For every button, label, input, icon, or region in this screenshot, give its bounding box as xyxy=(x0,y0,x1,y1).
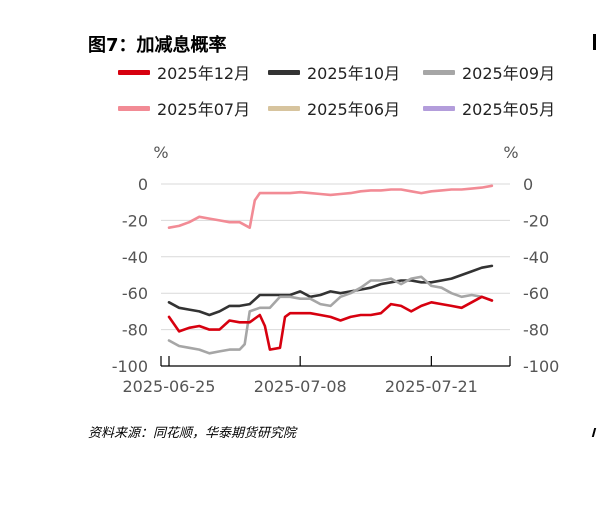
x-tick-label: 2025-07-08 xyxy=(254,377,347,396)
y-tick-label-left: -100 xyxy=(112,357,148,376)
axes xyxy=(160,356,511,367)
legend-swatch xyxy=(268,69,300,75)
y-tick-label-right: -20 xyxy=(523,211,549,230)
legend-item-2025-07: 2025年07月 xyxy=(118,96,268,120)
y-tick-label-left: -60 xyxy=(122,284,148,303)
y-tick-label-left: -20 xyxy=(122,211,148,230)
legend-label: 2025年12月 xyxy=(157,64,251,83)
legend-label: 2025年05月 xyxy=(462,100,556,119)
y-tick-label-right: -40 xyxy=(523,248,549,267)
legend-swatch xyxy=(118,105,150,111)
chart-legend: 2025年12月 2025年10月 2025年09月 2025年07月 2025… xyxy=(118,60,588,120)
legend-swatch xyxy=(268,105,300,111)
legend-label: 2025年07月 xyxy=(157,100,251,119)
tick-labels: 0 0 -20 -20 -40 -40 -60 -60 -80 -80 -100 -100% % 2025… xyxy=(112,143,560,396)
y-tick-label-left: -80 xyxy=(122,321,148,340)
legend-swatch xyxy=(423,105,455,111)
legend-swatch xyxy=(118,69,150,75)
y-tick-label-right: -100 xyxy=(523,357,559,376)
source-note: 资料来源：同花顺，华泰期货研究院 xyxy=(88,426,297,441)
legend-item-2025-09: 2025年09月 xyxy=(423,60,583,84)
y-tick-label-right: 0 xyxy=(523,175,533,194)
y-tick-label-right: -60 xyxy=(523,284,549,303)
y-tick-label-left: -40 xyxy=(122,248,148,267)
adjacent-panel-edge xyxy=(593,34,596,50)
series-line-2025年07月 xyxy=(167,184,494,229)
legend-item-2025-05: 2025年05月 xyxy=(423,96,583,120)
y-tick-label-right: -80 xyxy=(523,321,549,340)
right-unit-label: % xyxy=(503,143,518,162)
series-line-2025年09月 xyxy=(167,275,494,355)
legend-item-2025-10: 2025年10月 xyxy=(268,60,423,84)
legend-label: 2025年10月 xyxy=(307,64,401,83)
x-tick-label: 2025-07-21 xyxy=(385,377,478,396)
series-line-2025年10月 xyxy=(167,264,494,317)
legend-swatch xyxy=(423,69,455,75)
series-lines xyxy=(167,184,494,355)
legend-item-2025-06: 2025年06月 xyxy=(268,96,423,120)
legend-label: 2025年06月 xyxy=(307,100,401,119)
legend-item-2025-12: 2025年12月 xyxy=(118,60,268,84)
legend-label: 2025年09月 xyxy=(462,64,556,83)
left-unit-label: % xyxy=(153,143,168,162)
x-tick-label: 2025-06-25 xyxy=(123,377,216,396)
chart-title: 图7：加减息概率 xyxy=(88,35,227,56)
series-line-2025年12月 xyxy=(167,295,494,351)
y-tick-label-left: 0 xyxy=(138,175,148,194)
